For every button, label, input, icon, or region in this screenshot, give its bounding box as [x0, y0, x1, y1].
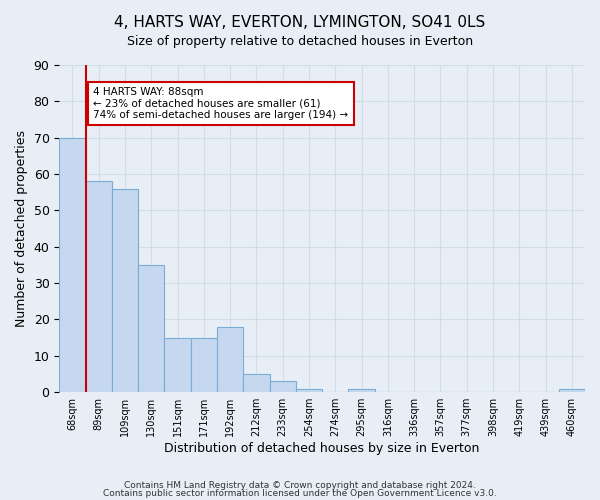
Bar — [138, 265, 164, 392]
Bar — [112, 188, 138, 392]
Bar — [349, 388, 375, 392]
Bar — [191, 338, 217, 392]
Text: Contains public sector information licensed under the Open Government Licence v3: Contains public sector information licen… — [103, 488, 497, 498]
Y-axis label: Number of detached properties: Number of detached properties — [15, 130, 28, 327]
Bar — [59, 138, 86, 392]
Text: Size of property relative to detached houses in Everton: Size of property relative to detached ho… — [127, 35, 473, 48]
Bar — [269, 382, 296, 392]
Bar — [164, 338, 191, 392]
Bar — [559, 388, 585, 392]
Text: 4, HARTS WAY, EVERTON, LYMINGTON, SO41 0LS: 4, HARTS WAY, EVERTON, LYMINGTON, SO41 0… — [115, 15, 485, 30]
X-axis label: Distribution of detached houses by size in Everton: Distribution of detached houses by size … — [164, 442, 480, 455]
Text: 4 HARTS WAY: 88sqm
← 23% of detached houses are smaller (61)
74% of semi-detache: 4 HARTS WAY: 88sqm ← 23% of detached hou… — [94, 87, 349, 120]
Text: Contains HM Land Registry data © Crown copyright and database right 2024.: Contains HM Land Registry data © Crown c… — [124, 481, 476, 490]
Bar — [243, 374, 269, 392]
Bar — [86, 182, 112, 392]
Bar — [217, 327, 243, 392]
Bar — [296, 388, 322, 392]
